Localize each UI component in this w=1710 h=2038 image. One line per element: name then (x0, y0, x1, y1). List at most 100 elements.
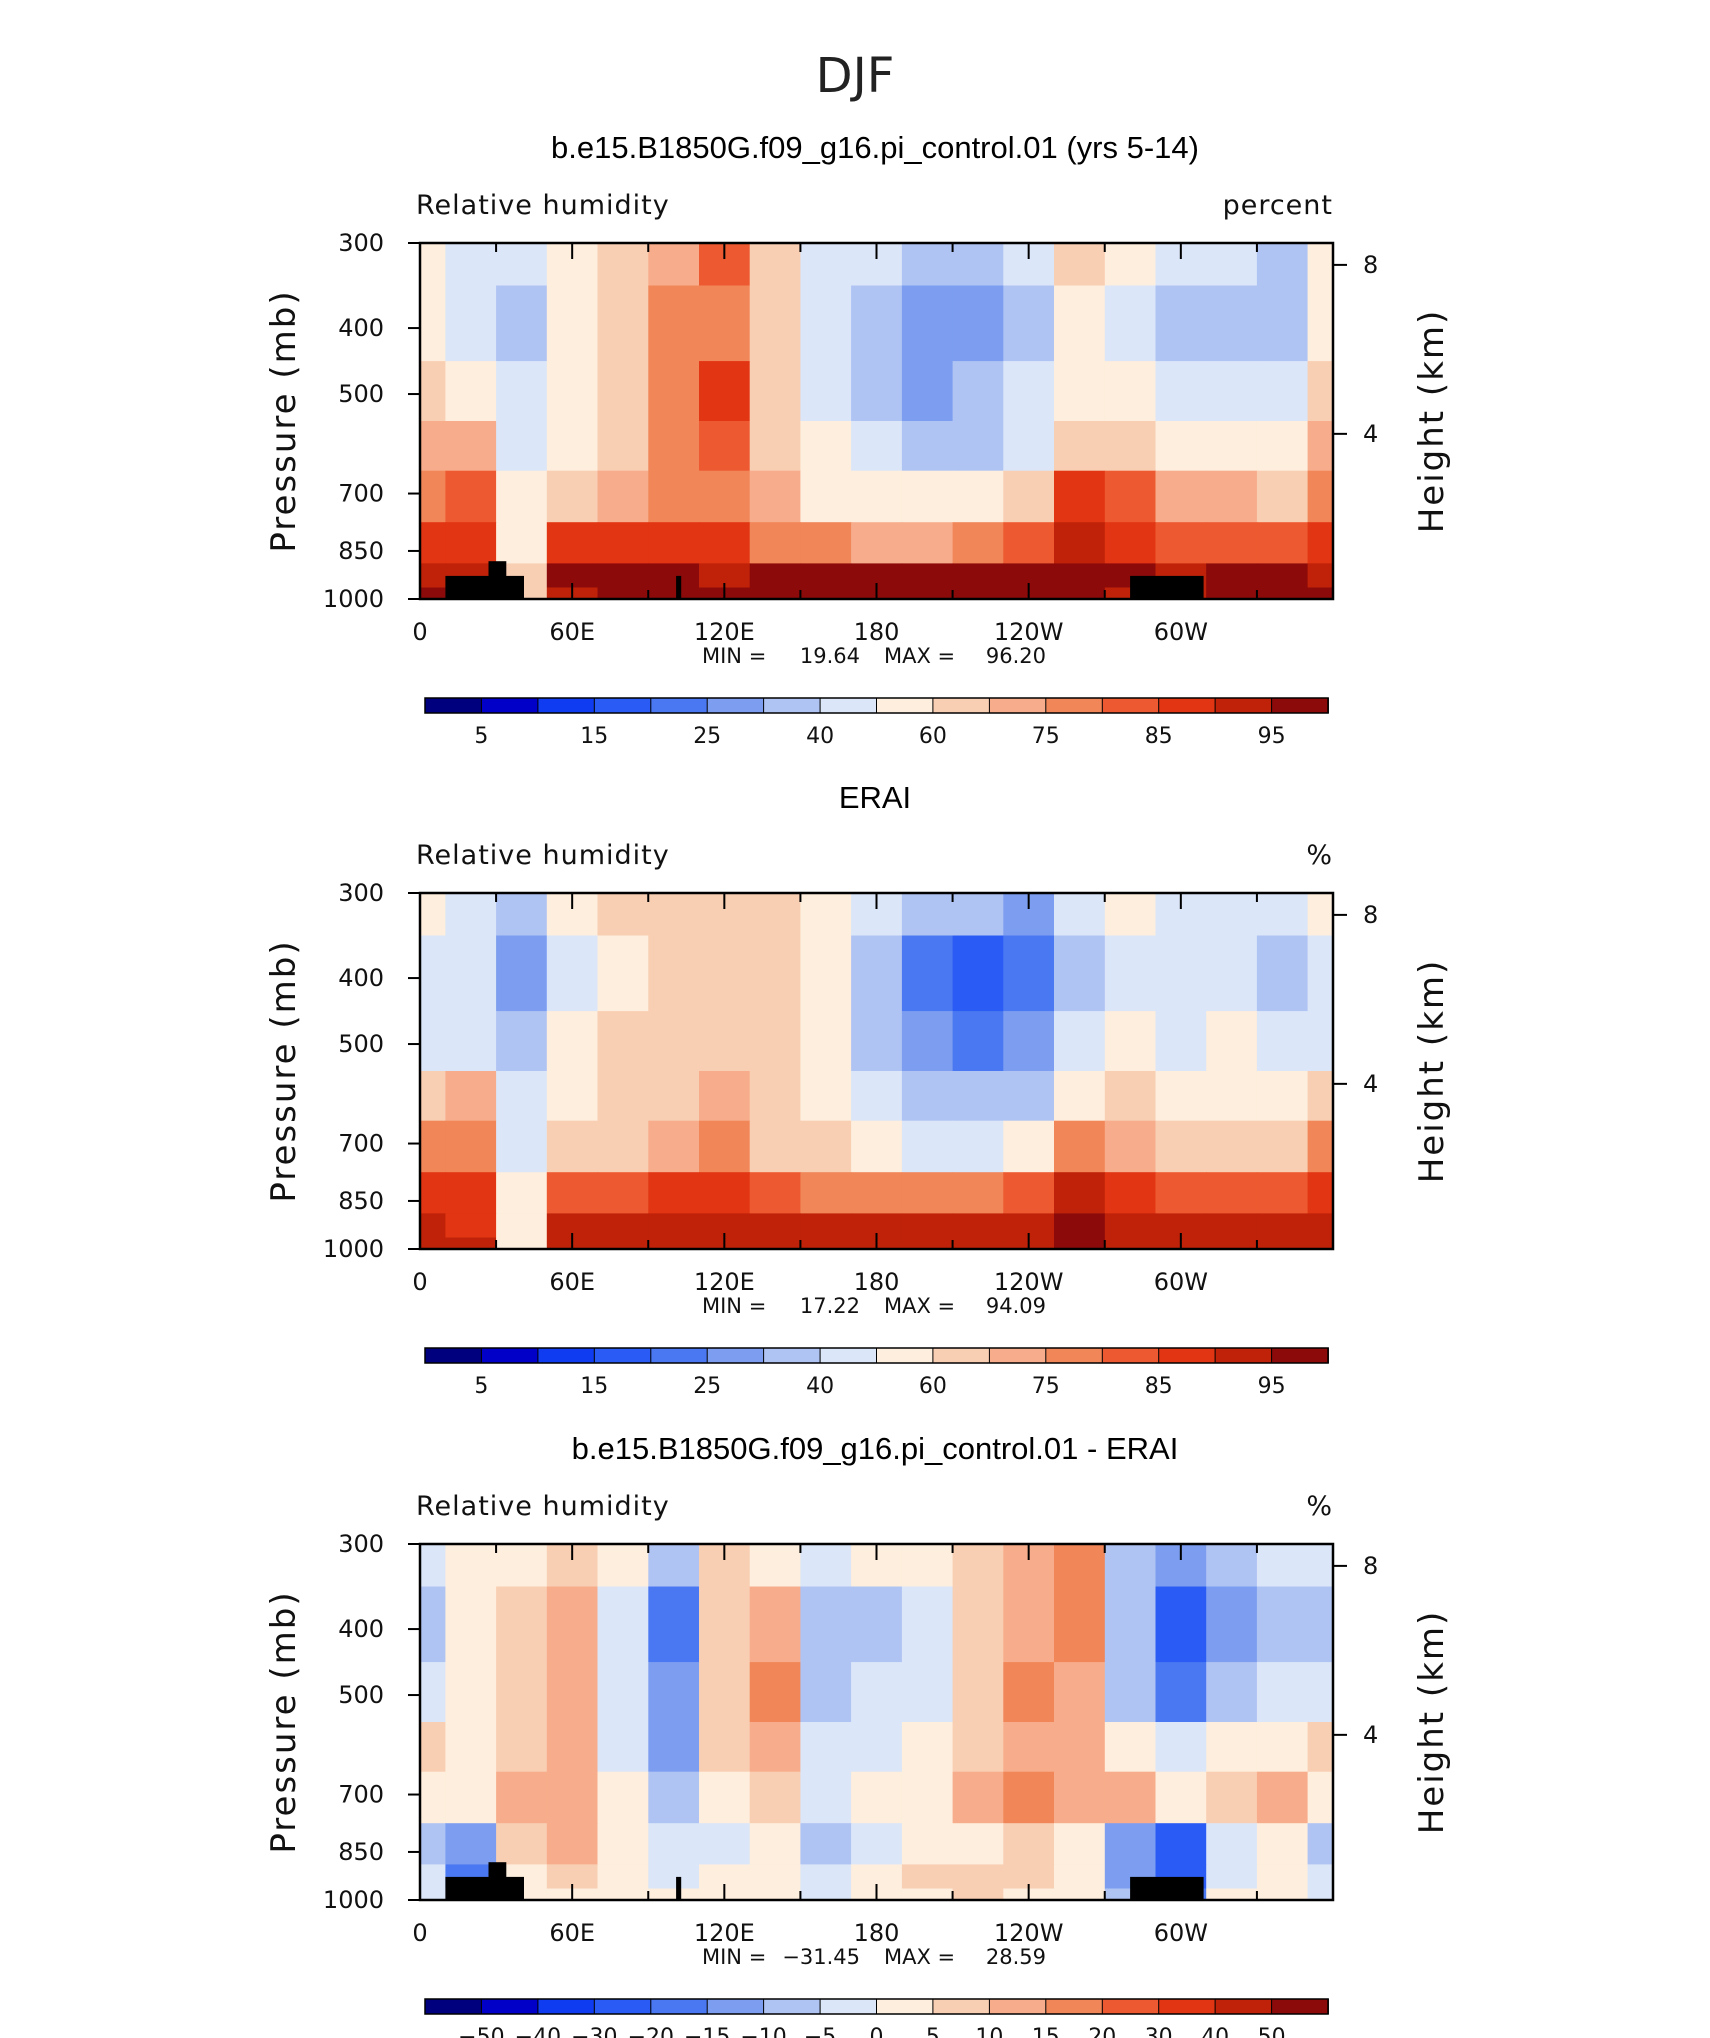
heatmap-cell (420, 1864, 446, 1889)
colorbar-swatch (650, 697, 709, 714)
heatmap-cell (952, 1011, 1004, 1072)
heatmap-cell (1307, 1120, 1334, 1173)
topography-mask (676, 575, 682, 599)
colorbar-label: 60 (919, 724, 947, 749)
colorbar-label: 0 (870, 2025, 884, 2038)
heatmap-cell (420, 1544, 446, 1588)
heatmap-cell (597, 522, 649, 564)
heatmap-cell (851, 1172, 903, 1214)
colorbar-swatch (988, 1998, 1047, 2015)
heatmap-cell (952, 421, 1004, 472)
colorbar-label: 95 (1258, 724, 1286, 749)
heatmap-cell (749, 1823, 801, 1865)
heatmap-cell (1104, 243, 1157, 287)
heatmap-cell (1003, 935, 1055, 1012)
variable-label: Relative humidity (416, 1491, 670, 1522)
colorbar-swatch (876, 1347, 934, 1364)
heatmap-cell (648, 522, 700, 564)
heatmap-cell (952, 563, 1004, 588)
heatmap-cell (901, 1071, 954, 1122)
colorbar-label: 85 (1145, 1374, 1173, 1399)
heatmap-cell (1206, 1771, 1258, 1824)
heatmap-cell (800, 1544, 852, 1588)
heatmap-cell (546, 1120, 599, 1173)
heatmap-cell (1307, 522, 1334, 564)
heatmap-cell (749, 1120, 801, 1173)
heatmap-cell (1206, 522, 1258, 564)
x-tick-label: 60E (549, 1268, 595, 1296)
heatmap-cell (699, 1071, 751, 1122)
heatmap-cell (749, 1172, 801, 1214)
heatmap-cell (1206, 563, 1258, 588)
colorbar-label: −15 (684, 2025, 730, 2038)
heatmap-cell (420, 361, 446, 422)
heatmap-cell (648, 470, 700, 523)
y-tick-label: 300 (338, 1530, 384, 1558)
heatmap-cell (800, 587, 852, 600)
heatmap-cell (420, 587, 446, 600)
heatmap-cell (901, 421, 954, 472)
heatmap-cell (1206, 1864, 1258, 1889)
heatmap-cell (699, 1823, 751, 1865)
heatmap-cell (1054, 587, 1106, 600)
heatmap-cell (1256, 522, 1309, 564)
heatmap-cell (496, 1823, 548, 1865)
heatmap-cell (496, 1544, 548, 1588)
heatmap-cell (749, 361, 801, 422)
y-axis-label: Pressure (mb) (264, 1590, 304, 1853)
heatmap-cell (445, 1722, 497, 1773)
heatmap-cell (1256, 1544, 1309, 1588)
variable-label: Relative humidity (416, 840, 670, 871)
heatmap-cell (1054, 1011, 1106, 1072)
heatmap-cell (1206, 1172, 1258, 1214)
colorbar-swatch (1045, 1998, 1104, 2015)
y-tick-label: 300 (338, 229, 384, 257)
heatmap-cell (420, 893, 446, 937)
heatmap-cell (420, 243, 446, 287)
heatmap-cell (1206, 1823, 1258, 1865)
heatmap-cell (749, 421, 801, 472)
heatmap-cell (851, 361, 903, 422)
max-value: 94.09 (986, 1294, 1046, 1318)
heatmap-cell (952, 1823, 1004, 1865)
colorbar-label: 5 (474, 724, 488, 749)
heatmap-cell (648, 563, 700, 588)
panels: b.e15.B1850G.f09_g16.pi_control.01 (yrs … (264, 130, 1452, 2038)
heatmap-cell (749, 1888, 801, 1901)
colorbar-swatch (706, 697, 765, 714)
heatmap-cell (901, 243, 954, 287)
colorbar-swatch (932, 1998, 991, 2015)
heatmap-cell (420, 1237, 446, 1250)
topography-mask (445, 575, 524, 599)
heatmap-cell (851, 1120, 903, 1173)
colorbar-label: −10 (740, 2025, 786, 2038)
heatmap-cell (749, 1544, 801, 1588)
colorbar-swatch (1214, 1347, 1273, 1364)
heatmap-cell (1256, 470, 1309, 523)
colorbar-swatch (1271, 1347, 1329, 1364)
heatmap-cell (1155, 1011, 1207, 1072)
colorbar-swatch (819, 1347, 878, 1364)
heatmap-cell (546, 1011, 599, 1072)
heatmap-cell (648, 421, 700, 472)
heatmap-cell (597, 1771, 649, 1824)
heatmap-cell (1307, 243, 1334, 287)
heatmap-cell (445, 1011, 497, 1072)
heatmap-cell (445, 522, 497, 564)
heatmap-cell (445, 935, 497, 1012)
heatmap-cell (851, 522, 903, 564)
colorbar-swatch (537, 1998, 596, 2015)
heatmap-cell (800, 1120, 852, 1173)
heatmap-cell (1003, 470, 1055, 523)
heatmap-cell (800, 935, 852, 1012)
heatmap-cell (749, 470, 801, 523)
heatmap-cell (952, 893, 1004, 937)
colorbar-label: 40 (806, 724, 834, 749)
colorbar-label: 40 (806, 1374, 834, 1399)
colorbar-swatch (1045, 1347, 1104, 1364)
heatmap-cell (1206, 1662, 1258, 1723)
heatmap-cell (749, 1586, 801, 1663)
heatmap-cell (1003, 285, 1055, 362)
heatmap-cell (546, 421, 599, 472)
heatmap-cell (1054, 1771, 1106, 1824)
